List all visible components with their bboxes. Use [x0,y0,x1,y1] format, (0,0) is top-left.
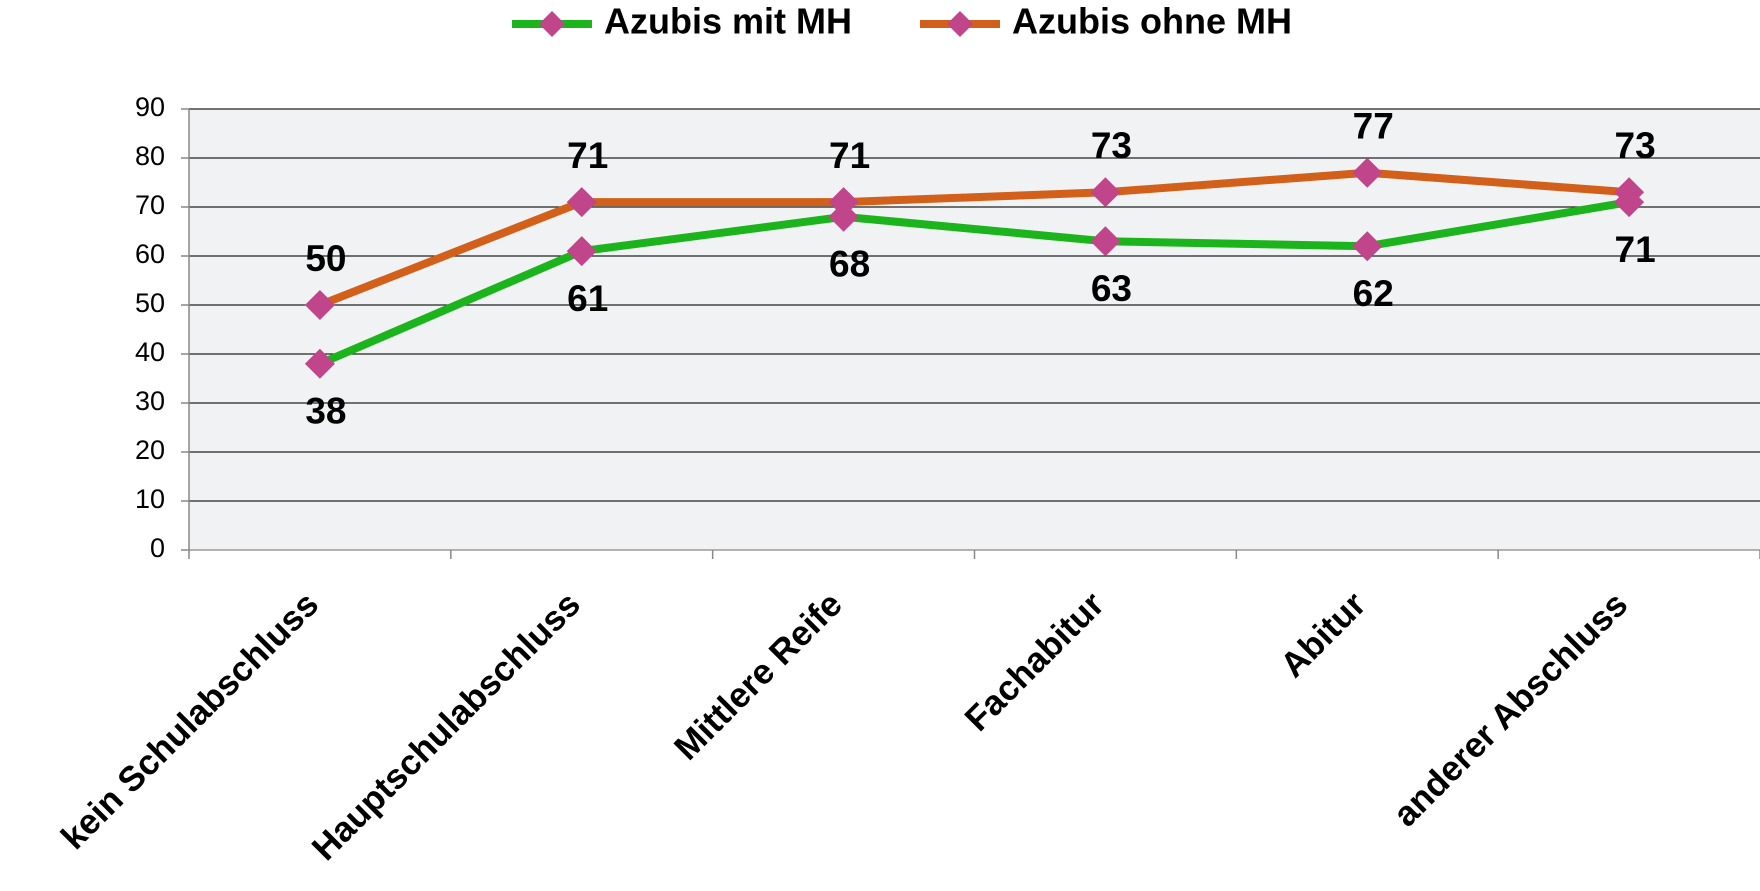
y-tick-label: 50 [135,288,165,318]
data-label: 77 [1353,105,1394,146]
marker [304,290,335,320]
y-tick-label: 30 [135,386,165,416]
x-tick-label: kein Schulabschluss [54,585,326,857]
y-tick-label: 20 [135,435,165,465]
y-tick-label: 80 [135,141,165,171]
x-tick-label: Fachabitur [958,584,1112,738]
marker [1090,226,1121,257]
data-label: 71 [567,135,608,176]
x-tick-label: Hauptschulabschluss [305,585,588,868]
marker [304,348,335,379]
data-label: 63 [1091,268,1132,309]
marker [1352,231,1383,262]
plot-area [189,109,1760,550]
marker [566,236,597,267]
x-tick-label: Abitur [1273,584,1374,685]
data-label: 71 [1615,229,1656,270]
data-label: 62 [1353,273,1394,314]
y-tick-label: 10 [135,484,165,514]
y-tick-label: 0 [150,533,165,563]
y-tick-label: 40 [135,337,165,367]
y-tick-label: 90 [135,92,165,122]
data-label: 73 [1091,125,1132,166]
data-label: 38 [305,391,346,432]
data-label: 68 [829,244,870,285]
y-tick-label: 60 [135,239,165,269]
legend-label: Azubis ohne MH [1012,1,1292,42]
legend-label: Azubis mit MH [604,1,852,42]
data-label: 50 [305,238,346,279]
legend-marker [947,11,973,37]
series-line [318,168,1630,309]
marker [1614,177,1645,208]
x-tick-label: Mittlere Reife [667,585,850,768]
marker [566,187,597,218]
series-line [318,198,1630,368]
legend-marker [539,11,565,37]
y-tick-label: 70 [135,190,165,220]
data-label: 61 [567,278,608,319]
marker [828,187,859,218]
data-label: 73 [1615,125,1656,166]
data-label: 71 [829,135,870,176]
marker [1352,157,1383,188]
marker [1090,177,1121,208]
x-tick-label: anderer Abschluss [1386,585,1635,834]
